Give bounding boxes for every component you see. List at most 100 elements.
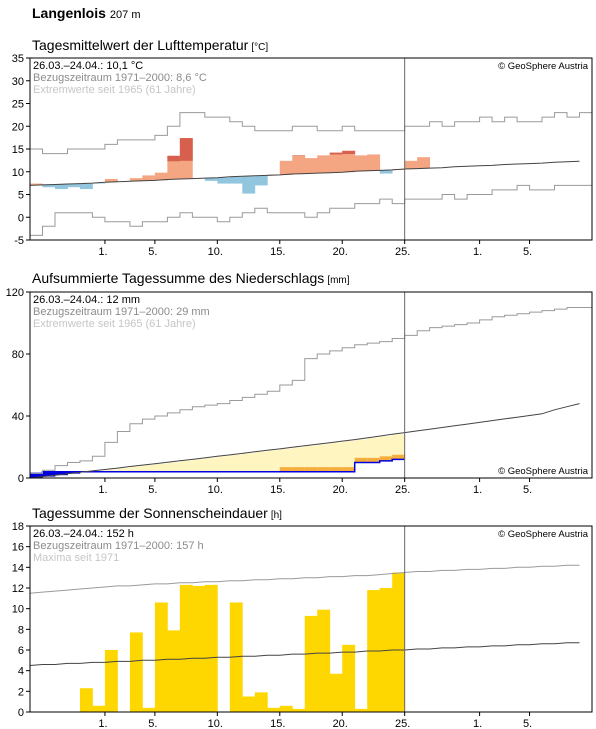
sun-info-line: Maxima seit 1971 xyxy=(33,552,119,564)
precip-deficit-bar xyxy=(104,469,118,472)
temp-warm-bar xyxy=(142,175,156,181)
temp-info-line: 26.03.–24.04.: 10,1 °C xyxy=(33,60,143,72)
precip-ytick-label: 80 xyxy=(12,349,24,361)
station-altitude: 207 m xyxy=(109,9,141,21)
sun-xtick-label: 1. xyxy=(98,718,107,729)
sun-max-line xyxy=(29,564,580,594)
temp-ytick-label: 15 xyxy=(12,144,24,156)
precip-deficit-bar xyxy=(329,442,343,472)
temp-warm-bar xyxy=(317,155,331,174)
sun-bar xyxy=(242,696,256,712)
temp-cold-bar xyxy=(379,170,393,174)
temp-ytick-label: 35 xyxy=(12,53,24,65)
sun-normal-line xyxy=(29,642,580,666)
temp-ytick-label: 5 xyxy=(18,190,24,202)
precip-xtick-label: 20. xyxy=(333,484,348,496)
temp-ytick-label: 30 xyxy=(12,76,24,88)
sunshine-title-text: Tagessumme der Sonnenscheindauer xyxy=(32,505,268,521)
precip-deficit-bar xyxy=(279,448,293,472)
station-header: Langenlois 207 m xyxy=(32,5,140,21)
precip-deficit-bar xyxy=(392,434,406,460)
sun-xtick-label: 5. xyxy=(523,718,532,729)
precip-deficit-bar xyxy=(367,437,381,463)
sun-bar xyxy=(292,708,306,712)
precip-deficit-bar xyxy=(342,441,356,472)
precip-deficit-bar xyxy=(242,453,256,472)
sun-bar xyxy=(154,602,168,712)
precip-ytick-label: 0 xyxy=(18,473,24,485)
station-name: Langenlois xyxy=(32,5,106,21)
temp-cold-bar xyxy=(54,184,68,190)
sun-bar xyxy=(229,602,243,712)
sun-bar xyxy=(342,644,356,712)
sun-bar xyxy=(79,688,93,712)
precip-orange-bar xyxy=(354,457,368,463)
precip-orange-bar xyxy=(329,467,343,472)
precip-max-line xyxy=(30,307,592,474)
sun-bar xyxy=(354,708,368,712)
sun-bar xyxy=(204,584,218,712)
temp-normal-line xyxy=(29,160,580,186)
precip-orange-bar xyxy=(304,467,318,472)
sun-info-line: Bezugszeitraum 1971–2000: 157 h xyxy=(33,540,204,552)
temp-warm-bar xyxy=(404,160,418,170)
sun-bar xyxy=(317,609,331,712)
sun-xtick-label: 5. xyxy=(148,718,157,729)
sun-bar xyxy=(92,705,106,712)
temp-hot-bar xyxy=(342,150,356,155)
temp-xtick-label: 5. xyxy=(523,246,532,258)
precip-surplus-bar xyxy=(54,471,68,476)
temp-xtick-label: 1. xyxy=(473,246,482,258)
precip-orange-bar xyxy=(279,467,293,472)
precip-orange-bar xyxy=(392,454,406,460)
precip-deficit-bar xyxy=(254,451,268,472)
temp-info-line: Bezugszeitraum 1971–2000: 8,6 °C xyxy=(33,72,207,84)
temp-xtick-label: 5. xyxy=(148,246,157,258)
sun-bar xyxy=(142,707,156,712)
temp-warm-bar xyxy=(367,154,381,171)
sun-bar xyxy=(254,692,268,712)
temp-cold-bar xyxy=(229,176,243,184)
temp-warm-bar xyxy=(129,178,143,182)
precip-deficit-bar xyxy=(167,462,181,472)
sun-ytick-label: 6 xyxy=(18,645,24,657)
sun-bar xyxy=(167,630,181,712)
precip-orange-bar xyxy=(342,467,356,472)
temperature-title-text: Tagesmittelwert der Lufttemperatur xyxy=(32,37,249,53)
precip-deficit-bar xyxy=(204,457,218,472)
sun-xtick-label: 25. xyxy=(395,718,410,729)
precip-xtick-label: 1. xyxy=(473,484,482,496)
precip-xtick-label: 1. xyxy=(98,484,107,496)
temp-warm-bar xyxy=(354,155,368,172)
sun-ytick-label: 12 xyxy=(12,583,24,595)
sun-bar xyxy=(329,673,343,712)
precip-deficit-bar xyxy=(379,436,393,461)
temp-warm-bar xyxy=(292,155,306,175)
precip-normal-line xyxy=(29,403,580,479)
temp-warm-bar xyxy=(304,158,318,174)
precip-orange-bar xyxy=(379,456,393,461)
precip-surplus-bar xyxy=(42,471,56,477)
sun-bar xyxy=(392,572,406,712)
temp-warm-bar xyxy=(417,157,431,169)
sun-bar xyxy=(129,632,143,712)
sun-ytick-label: 14 xyxy=(12,562,24,574)
precip-xtick-label: 15. xyxy=(270,484,285,496)
precip-deficit-bar xyxy=(354,439,368,463)
precip-info-line: Extremwerte seit 1965 (61 Jahre) xyxy=(33,318,196,330)
sun-info-line: 26.03.–24.04.: 152 h xyxy=(33,528,134,540)
precip-deficit-bar xyxy=(229,454,243,472)
temperature-title: Tagesmittelwert der Lufttemperatur [°C] xyxy=(32,37,268,53)
temp-max-extreme-line xyxy=(30,112,592,155)
sun-ytick-label: 16 xyxy=(12,542,24,554)
precip-deficit-bar xyxy=(267,450,281,472)
precip-xtick-label: 5. xyxy=(148,484,157,496)
precip-deficit-bar xyxy=(217,456,231,472)
temp-warm-bar xyxy=(329,152,343,173)
temp-ytick-label: 20 xyxy=(12,121,24,133)
temp-ytick-label: 0 xyxy=(18,212,24,224)
temp-cold-bar xyxy=(67,184,81,188)
precip-ytick-label: 40 xyxy=(12,411,24,423)
temp-ytick-label: 25 xyxy=(12,99,24,111)
